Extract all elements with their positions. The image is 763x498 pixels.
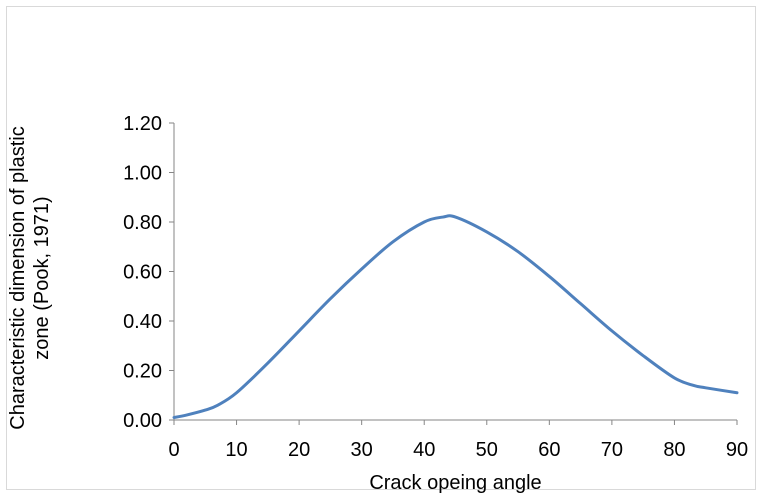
y-tick-label: 0.20	[123, 361, 162, 383]
y-tick-label: 0.60	[123, 262, 162, 284]
x-tick-label: 0	[168, 439, 179, 461]
x-tick-label: 20	[288, 439, 310, 461]
y-tick-label: 0.80	[123, 212, 162, 234]
chart-frame	[6, 6, 756, 490]
x-tick-label: 70	[601, 439, 623, 461]
x-axis-title: Crack opeing angle	[369, 472, 541, 494]
x-tick-label: 50	[476, 439, 498, 461]
y-tick-label: 1.20	[123, 113, 162, 135]
x-tick-label: 90	[726, 439, 748, 461]
x-tick-label: 60	[538, 439, 560, 461]
x-tick-label: 10	[225, 439, 247, 461]
x-tick-label: 30	[351, 439, 373, 461]
series-line	[172, 214, 739, 420]
y-axis-title: Characteristic dimension of plastic zone …	[7, 126, 53, 429]
x-axis: 0 10 20 30 40 50 60 70 80 90	[168, 419, 748, 461]
y-axis: 0.00 0.20 0.40 0.60 0.80 1.00 1.20	[123, 113, 175, 432]
y-axis-title-line: zone (Pook, 1971)	[31, 196, 53, 359]
series-layer	[172, 214, 739, 420]
y-tick-label: 0.00	[123, 410, 162, 432]
x-tick-label: 40	[413, 439, 435, 461]
y-axis-title-line: Characteristic dimension of plastic	[7, 126, 29, 429]
x-tick-label: 80	[663, 439, 685, 461]
y-tick-label: 0.40	[123, 311, 162, 333]
y-tick-label: 1.00	[123, 163, 162, 185]
